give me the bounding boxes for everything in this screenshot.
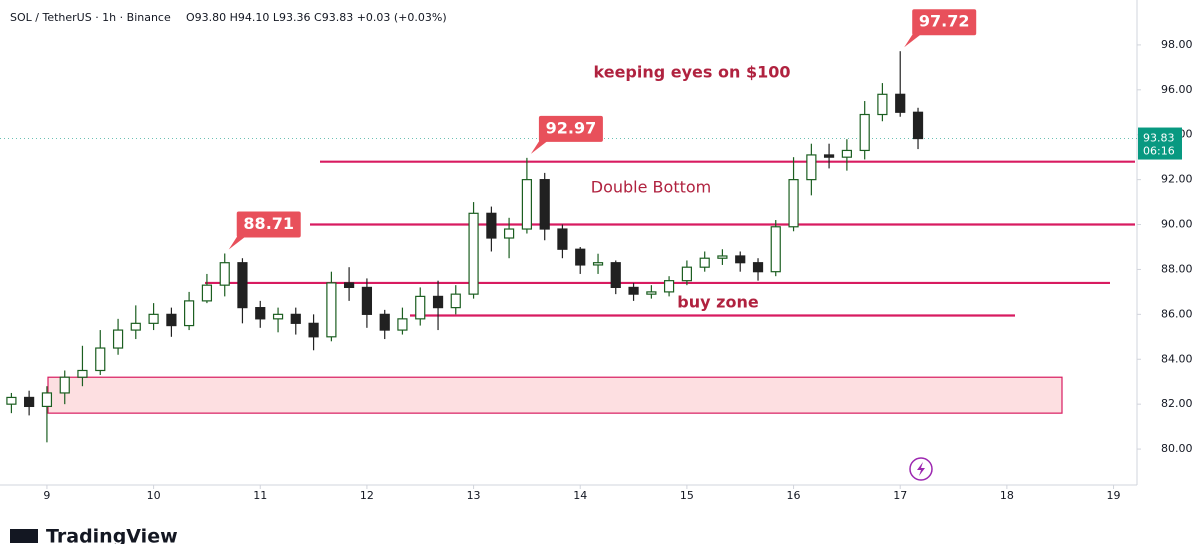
y-tick-label: 80.00 <box>1161 442 1193 455</box>
candle-body <box>237 262 248 309</box>
x-tick-label: 16 <box>787 489 801 502</box>
candle-body <box>912 111 924 140</box>
last-price-label: 93.83 <box>1143 132 1175 145</box>
candle-body <box>112 329 124 349</box>
x-tick-label: 14 <box>573 489 587 502</box>
candle-body <box>806 154 817 181</box>
candle-body <box>6 396 17 405</box>
x-tick-label: 11 <box>253 489 267 502</box>
candle-body <box>343 282 355 289</box>
candle-body <box>468 212 479 295</box>
candle-body <box>770 226 781 273</box>
candle-body <box>361 286 373 315</box>
callout-box <box>538 115 603 142</box>
candle-body <box>450 293 461 309</box>
candle-body <box>397 318 408 331</box>
candle-body <box>877 93 888 116</box>
y-tick-label: 96.00 <box>1161 83 1193 96</box>
x-tick-label: 10 <box>147 489 161 502</box>
x-tick-label: 15 <box>680 489 694 502</box>
x-tick-label: 12 <box>360 489 374 502</box>
candle-body <box>184 300 195 327</box>
candle-body <box>895 93 906 113</box>
candle-body <box>681 266 692 282</box>
candle-body <box>290 313 301 324</box>
annotation: keeping eyes on $100 <box>594 63 791 82</box>
candle-body <box>166 313 177 327</box>
callout-box <box>912 9 977 36</box>
candle-body <box>379 313 390 331</box>
annotation: Double Bottom <box>591 178 711 197</box>
candle-body <box>841 149 852 158</box>
y-tick-label: 86.00 <box>1161 307 1193 320</box>
symbol: SOL / TetherUS · 1h · Binance <box>10 11 171 24</box>
callout-label: 88.71 <box>243 214 294 233</box>
callout-label: 92.97 <box>546 118 597 137</box>
candle-body <box>24 396 35 408</box>
candle-body <box>539 179 550 230</box>
x-tick-label: 18 <box>1000 489 1014 502</box>
candle-body <box>628 286 639 295</box>
candle-body <box>95 347 106 372</box>
logo-mark <box>10 529 38 543</box>
candle-body <box>521 179 533 230</box>
x-tick-label: 13 <box>467 489 481 502</box>
candle-body <box>823 154 835 158</box>
callout-box <box>236 211 301 238</box>
candle-body <box>503 228 515 239</box>
candle-body <box>788 179 799 228</box>
candle-body <box>255 307 266 320</box>
candle-body <box>610 262 621 289</box>
x-tick-label: 9 <box>43 489 50 502</box>
candle-body <box>219 262 230 286</box>
x-tick-label: 19 <box>1107 489 1121 502</box>
candle-body <box>148 313 159 324</box>
candle-body <box>575 248 586 266</box>
candle-body <box>557 228 568 250</box>
candle-body <box>735 255 746 264</box>
candle-body <box>717 255 728 259</box>
y-tick-label: 88.00 <box>1161 262 1193 275</box>
candle-body <box>130 322 141 331</box>
brand: TradingView <box>46 526 178 544</box>
countdown: 06:16 <box>1143 145 1175 158</box>
candle-body <box>326 282 337 338</box>
candle-body <box>699 257 710 268</box>
y-tick-label: 84.00 <box>1161 352 1193 365</box>
candle-body <box>415 295 426 320</box>
candle-body <box>308 322 319 338</box>
candle-body <box>41 392 53 408</box>
callout-label: 97.72 <box>919 12 970 31</box>
candle-body <box>201 284 213 302</box>
x-tick-label: 17 <box>893 489 907 502</box>
y-tick-label: 92.00 <box>1161 173 1193 186</box>
y-tick-label: 98.00 <box>1161 38 1193 51</box>
candle-body <box>272 313 284 320</box>
alert-bolt <box>917 462 925 476</box>
y-tick-label: 90.00 <box>1161 218 1193 231</box>
candle-body <box>486 212 497 239</box>
last-price-tag <box>1138 127 1182 160</box>
buy-zone-box <box>47 376 1063 414</box>
candle-body <box>77 369 88 378</box>
candle-body <box>59 376 70 394</box>
candle-body <box>752 262 764 273</box>
candle-body <box>859 113 870 152</box>
candle-body <box>663 280 675 293</box>
candle-body <box>432 295 444 309</box>
candle-body <box>592 262 604 266</box>
annotation: buy zone <box>677 293 759 312</box>
ohlc: O93.80 H94.10 L93.36 C93.83 +0.03 (+0.03… <box>186 11 447 24</box>
y-tick-label: 82.00 <box>1161 397 1193 410</box>
candle-body <box>646 291 657 295</box>
